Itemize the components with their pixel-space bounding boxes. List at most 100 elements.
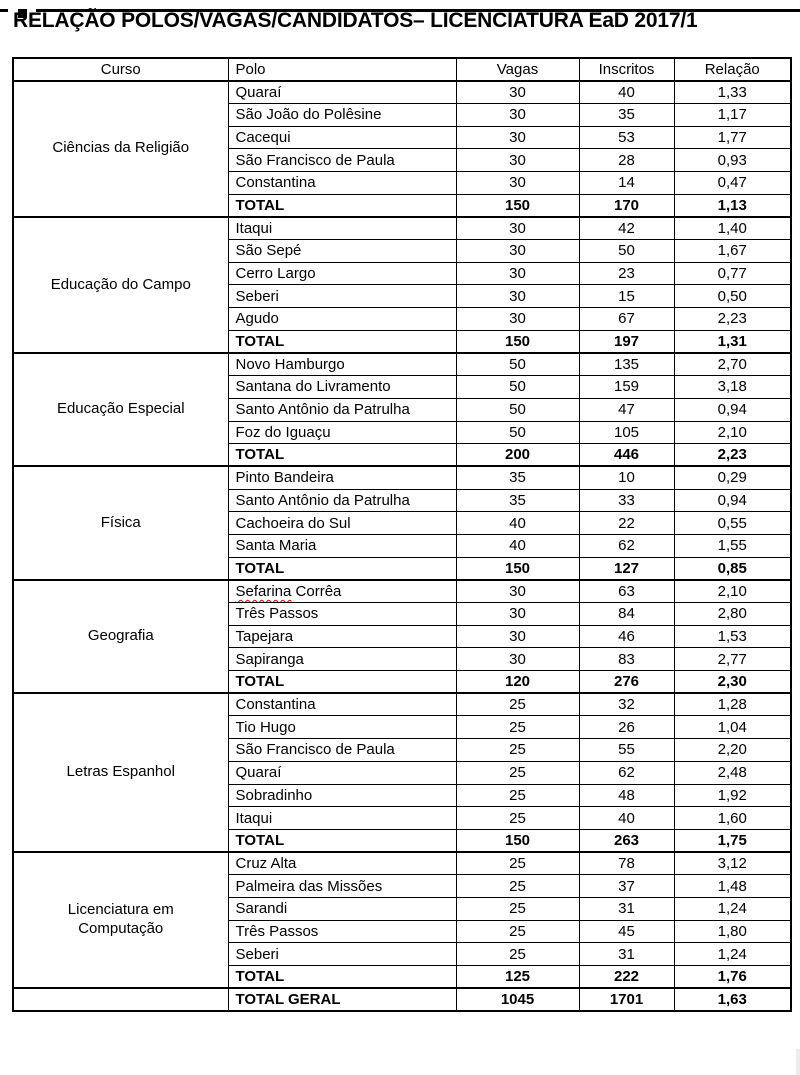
- cell-vagas: 30: [455, 307, 580, 331]
- cell-relacao: 0,47: [673, 170, 792, 195]
- cell-relacao: 1,24: [673, 942, 792, 966]
- table-row: Ciências da Religião Quaraí 30 40 1,33: [12, 80, 792, 218]
- cell-inscritos: 42: [578, 216, 675, 240]
- cell-inscritos: 62: [578, 533, 675, 558]
- cell-vagas: 30: [455, 284, 580, 309]
- grand-total-relacao: 1,63: [673, 987, 792, 1012]
- cell-polo: Três Passos: [227, 919, 457, 944]
- curso-cell: Ciências da Religião: [12, 80, 229, 218]
- total-row: TOTAL 150 197 1,31: [13, 329, 792, 354]
- cell-vagas: 25: [455, 851, 580, 876]
- table-row: Seberi 25 31 1,24: [13, 942, 792, 966]
- table-row: Licenciatura em Computação Cruz Alta 25 78 3…: [12, 851, 792, 989]
- total-vagas: 150: [455, 193, 580, 218]
- table-row: Sapiranga 30 83 2,77: [13, 647, 792, 672]
- cell-relacao: 2,10: [673, 420, 792, 445]
- empty-curso-cell: [12, 987, 229, 1012]
- cell-vagas: 35: [455, 465, 580, 490]
- artifact-segment: [0, 9, 8, 12]
- cell-polo: Santo Antônio da Patrulha: [227, 397, 457, 422]
- cell-polo: Itaqui: [227, 216, 457, 240]
- table-row: Educação Especial Novo Hamburgo 50 135 2,70: [12, 352, 792, 467]
- cell-vagas: 25: [455, 738, 580, 762]
- total-relacao: 1,76: [673, 965, 792, 989]
- cell-inscritos: 48: [578, 783, 675, 808]
- page-title: RELAÇÃO POLOS/VAGAS/CANDIDATOS– LICENCIA…: [13, 9, 698, 32]
- cell-relacao: 2,70: [673, 352, 792, 377]
- course-section: Física Pinto Bandeira 35 10 0,29 Santo Antôni…: [12, 465, 792, 581]
- cell-relacao: 1,92: [673, 783, 792, 808]
- curso-cell: Educação Especial: [12, 352, 229, 467]
- total-inscritos: 222: [578, 965, 675, 989]
- grand-total-row: TOTAL GERAL 1045 1701 1,63: [12, 987, 792, 1012]
- cell-polo: Santo Antônio da Patrulha: [227, 488, 457, 513]
- curso-cell: Física: [12, 465, 229, 581]
- cell-inscritos: 40: [578, 80, 675, 104]
- header-inscritos: Inscritos: [578, 57, 675, 82]
- table-row: Tio Hugo 25 26 1,04: [13, 715, 792, 740]
- cell-inscritos: 159: [578, 375, 675, 399]
- total-relacao: 2,30: [673, 670, 792, 694]
- course-section: Geografia Sefarina Corrêa 30 63 2,10 Três Pas…: [12, 579, 792, 694]
- total-inscritos: 446: [578, 443, 675, 467]
- table-row: Quaraí 25 62 2,48: [13, 760, 792, 785]
- cell-inscritos: 84: [578, 602, 675, 626]
- total-inscritos: 197: [578, 329, 675, 354]
- cell-inscritos: 78: [578, 851, 675, 876]
- total-row: TOTAL 200 446 2,23: [13, 443, 792, 467]
- cell-relacao: 0,77: [673, 261, 792, 286]
- cell-relacao: 2,10: [673, 579, 792, 603]
- cell-polo: São Francisco de Paula: [227, 148, 457, 172]
- total-inscritos: 127: [578, 556, 675, 581]
- cell-polo: Sefarina Corrêa: [227, 579, 457, 603]
- cell-inscritos: 45: [578, 919, 675, 944]
- grand-total-inscritos: 1701: [578, 987, 675, 1012]
- cell-relacao: 1,60: [673, 806, 792, 830]
- cell-inscritos: 53: [578, 125, 675, 150]
- cell-polo: São Sepé: [227, 239, 457, 263]
- cell-vagas: 25: [455, 919, 580, 944]
- cell-inscritos: 31: [578, 896, 675, 921]
- cell-inscritos: 10: [578, 465, 675, 490]
- artifact-segment: [18, 9, 27, 18]
- cell-inscritos: 63: [578, 579, 675, 603]
- table-row: Três Passos 25 45 1,80: [13, 919, 792, 944]
- cell-inscritos: 35: [578, 102, 675, 127]
- cell-vagas: 25: [455, 896, 580, 921]
- table-row: Educação do Campo Itaqui 30 42 1,40: [12, 216, 792, 354]
- cell-inscritos: 50: [578, 239, 675, 263]
- cell-vagas: 30: [455, 647, 580, 672]
- table-row: Santo Antônio da Patrulha 50 47 0,94: [13, 397, 792, 422]
- table-row: Geografia Sefarina Corrêa 30 63 2,10: [12, 579, 792, 694]
- cell-polo: Cachoeira do Sul: [227, 511, 457, 535]
- cell-inscritos: 37: [578, 874, 675, 898]
- cell-vagas: 30: [455, 216, 580, 240]
- cell-relacao: 1,40: [673, 216, 792, 240]
- total-label: TOTAL: [227, 828, 457, 853]
- cell-vagas: 30: [455, 261, 580, 286]
- cell-relacao: 1,80: [673, 919, 792, 944]
- table-row: Santa Maria 40 62 1,55: [13, 533, 792, 558]
- cell-polo: Constantina: [227, 692, 457, 717]
- header-curso: Curso: [12, 57, 229, 82]
- cell-relacao: 1,24: [673, 896, 792, 921]
- cell-vagas: 25: [455, 942, 580, 966]
- cell-vagas: 50: [455, 397, 580, 422]
- cell-relacao: 2,77: [673, 647, 792, 672]
- total-relacao: 0,85: [673, 556, 792, 581]
- header-vagas: Vagas: [455, 57, 580, 82]
- cell-vagas: 30: [455, 102, 580, 127]
- cell-relacao: 3,18: [673, 375, 792, 399]
- total-row: TOTAL 150 170 1,13: [13, 193, 792, 218]
- cell-vagas: 30: [455, 239, 580, 263]
- cell-vagas: 50: [455, 352, 580, 377]
- curso-cell: Licenciatura em Computação: [12, 851, 229, 989]
- cell-vagas: 30: [455, 80, 580, 104]
- cell-relacao: 2,80: [673, 602, 792, 626]
- cell-polo: Sapiranga: [227, 647, 457, 672]
- cell-polo: São João do Polêsine: [227, 102, 457, 127]
- cell-inscritos: 22: [578, 511, 675, 535]
- course-section: Licenciatura em Computação Cruz Alta 25 78 3…: [12, 851, 792, 989]
- grand-total-vagas: 1045: [455, 987, 580, 1012]
- curso-cell: Letras Espanhol: [12, 692, 229, 853]
